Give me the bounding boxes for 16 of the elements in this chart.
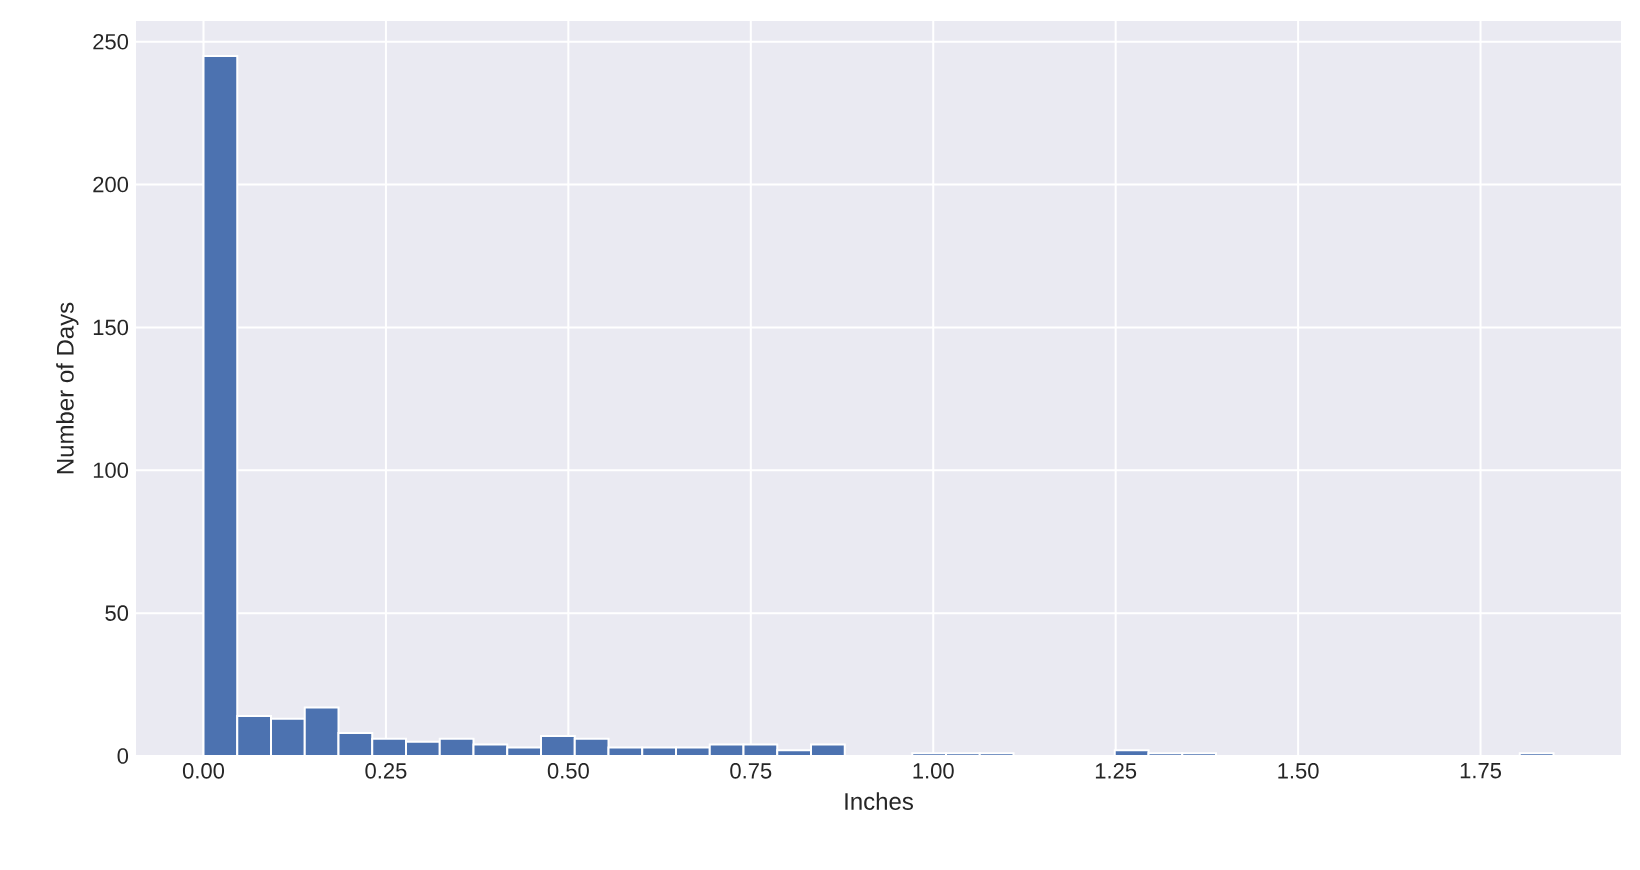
x-tick-label: 0.25 bbox=[365, 763, 407, 779]
x-tick-label: 1.00 bbox=[913, 763, 954, 779]
y-tick-label: 50 bbox=[105, 605, 129, 621]
y-tick-label: 200 bbox=[93, 176, 129, 193]
y-tick-label: 150 bbox=[93, 319, 129, 336]
x-tick-label: 1.75 bbox=[1460, 763, 1501, 779]
x-axis-title: Inches bbox=[845, 792, 913, 810]
x-tick-label: 0.75 bbox=[730, 763, 772, 779]
x-tick-label: 1.50 bbox=[1278, 763, 1319, 779]
x-tick-label: 0.50 bbox=[547, 763, 589, 779]
y-tick-label: 0 bbox=[117, 748, 129, 764]
y-tick-label: 100 bbox=[93, 462, 129, 479]
x-tick-label: 1.25 bbox=[1095, 763, 1137, 779]
y-tick-label: 250 bbox=[93, 33, 129, 50]
x-tick-label: 0.00 bbox=[182, 763, 225, 779]
y-axis-title: Number of Days bbox=[56, 302, 79, 474]
